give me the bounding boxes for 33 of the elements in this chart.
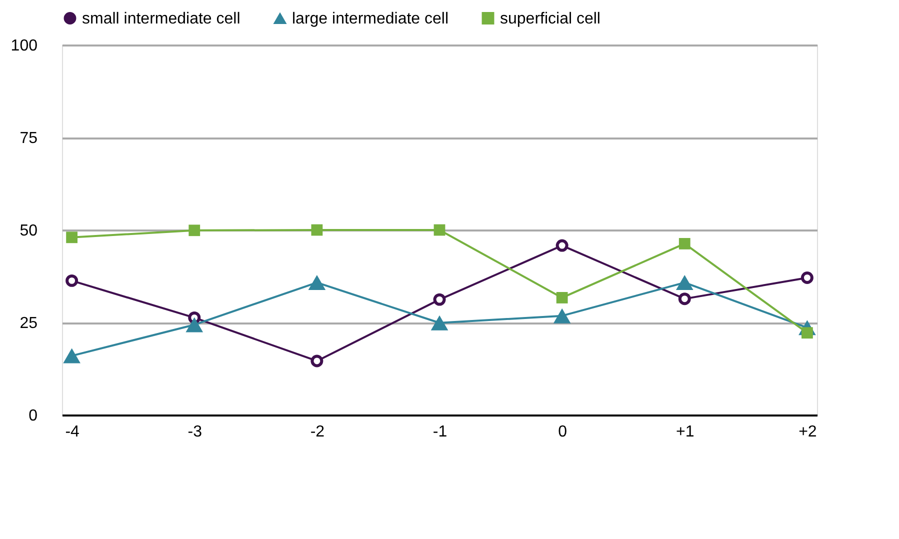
point [433, 293, 446, 306]
x-tick-label: -2 [310, 424, 325, 440]
point [434, 224, 446, 236]
x-tick-label: +2 [798, 424, 817, 440]
y-tick-label: 100 [10, 38, 38, 54]
point [430, 315, 448, 330]
point [556, 292, 568, 304]
point [311, 224, 323, 236]
y-tick-label: 0 [28, 408, 38, 424]
point [310, 354, 324, 368]
point [66, 274, 78, 287]
point [63, 348, 80, 364]
x-tick-label: -1 [432, 424, 448, 440]
point [556, 239, 568, 252]
point [553, 308, 571, 324]
point [676, 275, 694, 290]
point [186, 317, 204, 332]
legend-label: superficial cell [500, 10, 600, 28]
x-tick-label: -4 [65, 424, 80, 440]
y-tick-label: 25 [20, 315, 38, 332]
point [308, 275, 326, 290]
point [66, 232, 78, 244]
y-tick-label: 50 [20, 222, 38, 240]
point [800, 271, 814, 284]
x-tick-label: 0 [558, 424, 568, 440]
point [678, 292, 691, 306]
y-tick-label: 75 [20, 130, 38, 147]
legend-label: large intermediate cell [292, 10, 449, 28]
point [188, 224, 200, 236]
x-tick-label: -3 [188, 424, 202, 440]
point [678, 238, 690, 250]
x-tick-label: +1 [676, 424, 694, 440]
legend-label: small intermediate cell [82, 10, 240, 28]
